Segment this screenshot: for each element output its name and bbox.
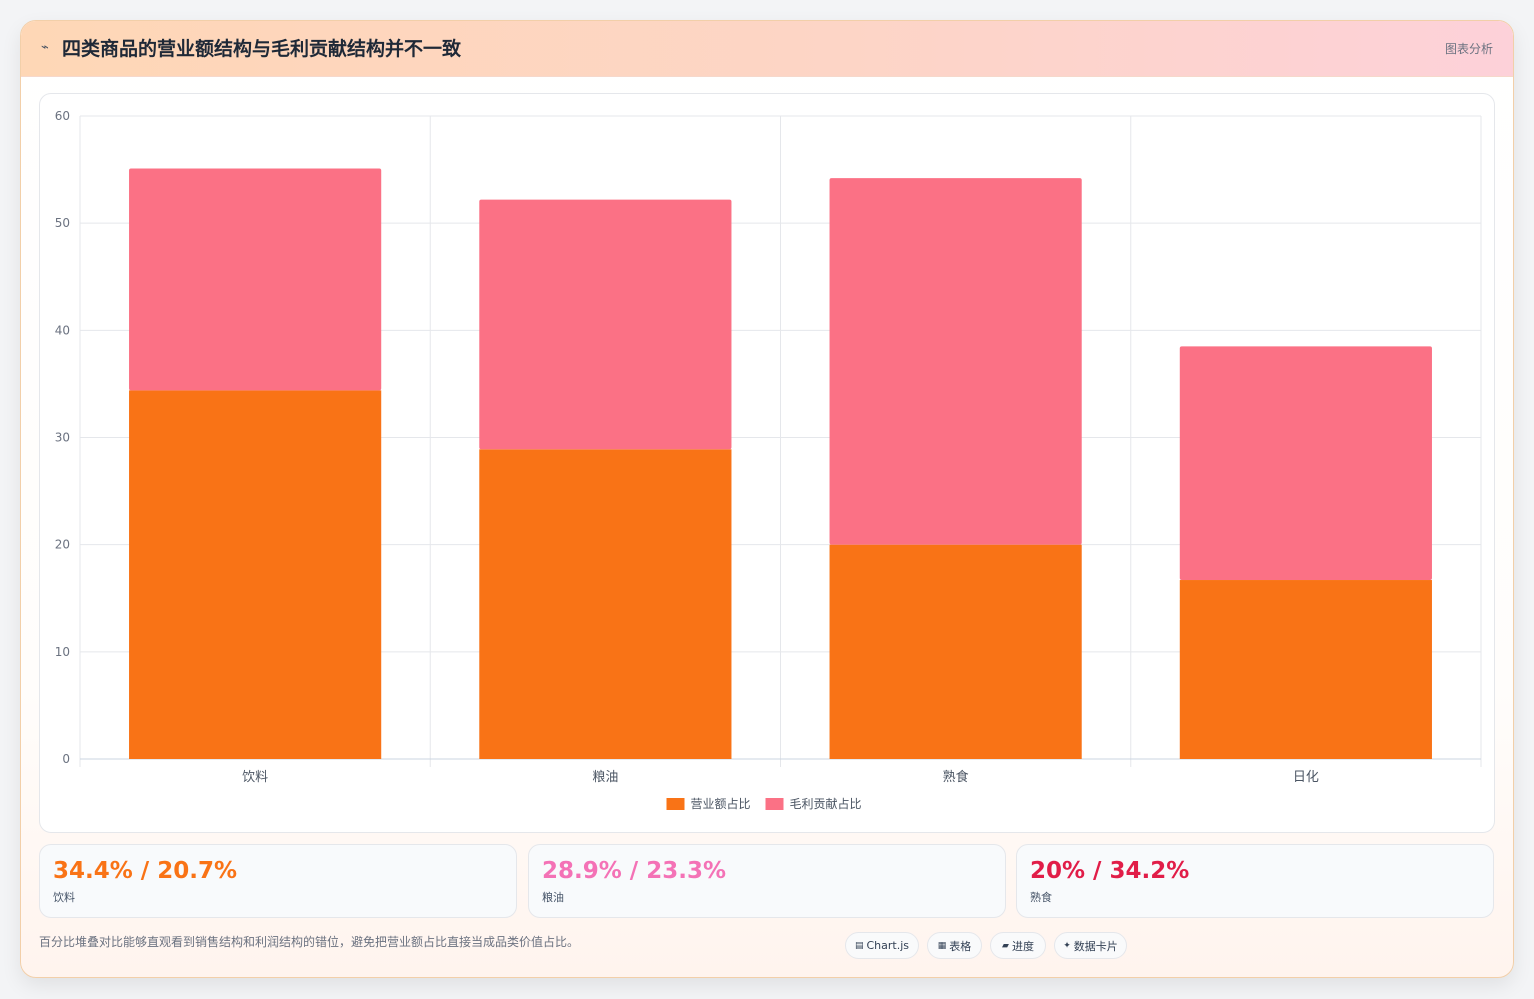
chip-label: 进度: [1011, 939, 1034, 953]
y-tick-label: 60: [55, 109, 70, 123]
bar-segment: [479, 199, 732, 450]
stat-label: 饮料: [53, 891, 75, 904]
chart-panel: ⌁ 四类商品的营业额结构与毛利贡献结构并不一致 图表分析 0 10 20 30 40 50…: [20, 20, 1514, 978]
y-tick-label: 40: [55, 323, 70, 337]
bar-segment: [1179, 346, 1432, 581]
bar-segment: [829, 544, 1082, 759]
y-tick-label: 0: [62, 752, 70, 766]
chip-progress[interactable]: ▰ 进度: [990, 932, 1046, 959]
stat-value: 28.9% / 23.3%: [542, 858, 726, 884]
legend-swatch: [666, 798, 685, 810]
chip-label: Chart.js: [866, 939, 910, 952]
bar-segment: [129, 168, 382, 391]
page-title: 四类商品的营业额结构与毛利贡献结构并不一致: [62, 38, 462, 60]
bar-segment: [129, 390, 382, 759]
chip-table[interactable]: ▦ 表格: [927, 932, 982, 959]
bar-segment: [479, 449, 732, 759]
y-tick-label: 30: [55, 431, 70, 445]
panel-header: ⌁ 四类商品的营业额结构与毛利贡献结构并不一致 图表分析: [21, 21, 1513, 77]
chip-label: 表格: [949, 939, 972, 953]
x-tick-label: 日化: [1293, 770, 1319, 785]
stat-value: 34.4% / 20.7%: [53, 858, 237, 884]
footnote: 百分比堆叠对比能够直观看到销售结构和利润结构的错位，避免把营业额占比直接当成品类…: [39, 935, 580, 949]
data-card-icon: ✦: [1063, 940, 1071, 951]
legend-swatch: [765, 798, 784, 810]
x-tick-label: 熟食: [943, 769, 969, 785]
y-tick-label: 50: [55, 216, 70, 230]
y-tick-label: 10: [55, 645, 70, 659]
progress-icon: ▰: [1002, 940, 1009, 951]
stat-card-deli: 20% / 34.2% 熟食: [1016, 844, 1494, 918]
chip-data-card[interactable]: ✦ 数据卡片: [1054, 932, 1127, 959]
header-tag: 图表分析: [1444, 42, 1493, 56]
legend-label: 毛利贡献占比: [790, 796, 862, 811]
x-tick-label: 粮油: [592, 770, 618, 785]
chart-icon: ▤: [854, 940, 864, 951]
chip-chartjs[interactable]: ▤ Chart.js: [845, 932, 919, 959]
stat-card-grain-oil: 28.9% / 23.3% 粮油: [528, 844, 1006, 918]
legend-label: 营业额占比: [691, 796, 751, 811]
stat-value: 20% / 34.2%: [1030, 858, 1190, 884]
y-tick-label: 20: [55, 538, 70, 552]
stat-label: 熟食: [1030, 891, 1052, 904]
bar-segment: [1179, 580, 1432, 759]
stat-card-beverage: 34.4% / 20.7% 饮料: [39, 844, 517, 918]
chart-card: 0 10 20 30 40 50 60 饮料 粮油 熟食 日化营业额占比 毛利贡献占比: [39, 93, 1495, 833]
x-tick-label: 饮料: [242, 770, 268, 785]
table-icon: ▦: [937, 940, 947, 951]
bar-segment: [829, 178, 1082, 545]
chip-label: 数据卡片: [1073, 939, 1118, 953]
chart-icon: ⌁: [41, 40, 49, 55]
stat-label: 粮油: [542, 891, 564, 904]
